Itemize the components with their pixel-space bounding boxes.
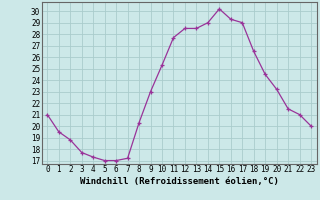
- X-axis label: Windchill (Refroidissement éolien,°C): Windchill (Refroidissement éolien,°C): [80, 177, 279, 186]
